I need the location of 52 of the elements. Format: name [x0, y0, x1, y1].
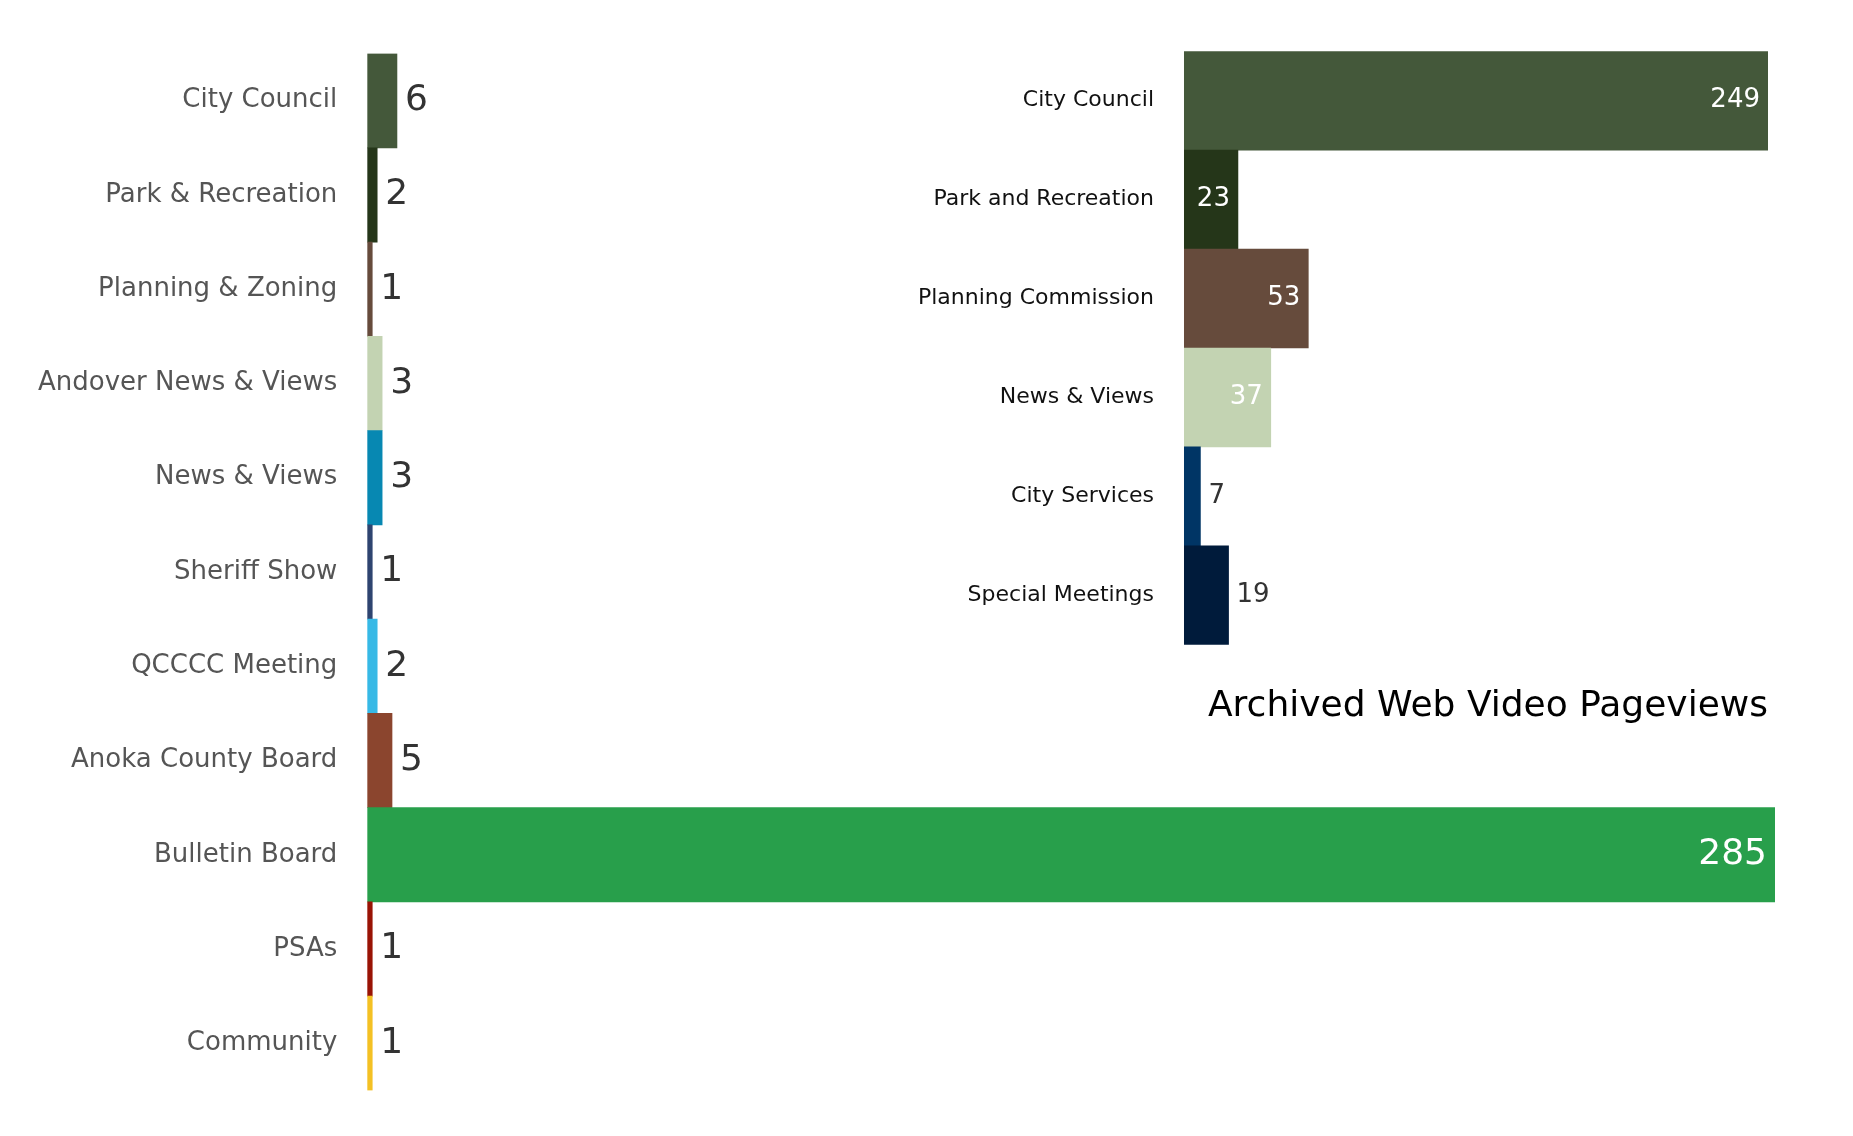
y-tick-label: Planning Commission	[918, 284, 1154, 310]
bar	[1183, 248, 1309, 349]
y-tick-label: News & Views	[999, 383, 1154, 409]
bar	[1183, 347, 1272, 448]
bar	[367, 241, 373, 337]
data-label: 7	[1208, 479, 1225, 510]
bar	[1183, 545, 1229, 645]
bar	[367, 995, 373, 1091]
bar	[367, 53, 398, 149]
y-tick-label: City Council	[182, 83, 338, 114]
data-label: 1	[380, 548, 404, 590]
y-tick-label: Special Meetings	[967, 581, 1154, 607]
y-tick-label: PSAs	[273, 931, 338, 962]
y-tick-label: News & Views	[155, 460, 338, 491]
bar	[367, 901, 373, 997]
bar	[367, 807, 1775, 903]
data-label: 1	[380, 1019, 404, 1061]
bar	[1183, 51, 1768, 151]
data-label: 6	[404, 77, 428, 119]
data-label: 23	[1196, 182, 1230, 213]
bar	[367, 524, 373, 620]
y-tick-label: Park and Recreation	[933, 185, 1154, 211]
data-label: 285	[1698, 831, 1767, 873]
data-label: 3	[390, 359, 414, 401]
y-tick-label: Anoka County Board	[71, 743, 338, 774]
bar	[367, 430, 383, 526]
data-label: 5	[400, 736, 423, 778]
bar	[367, 147, 378, 243]
y-tick-label: Planning & Zoning	[98, 271, 338, 302]
bar	[367, 713, 393, 808]
y-tick-label: Bulletin Board	[153, 837, 338, 868]
bar	[1183, 149, 1239, 250]
y-tick-label: City Services	[1011, 482, 1154, 508]
y-tick-label: City Council	[1022, 86, 1154, 112]
data-label: 249	[1710, 83, 1760, 114]
y-tick-label: Andover News & Views	[37, 366, 338, 397]
y-tick-label: Sheriff Show	[174, 554, 338, 585]
bar	[367, 336, 383, 431]
data-label: 53	[1267, 281, 1301, 312]
data-label: 2	[385, 171, 409, 213]
data-label: 37	[1229, 380, 1263, 411]
bar	[1183, 446, 1201, 547]
y-tick-label: QCCCC Meeting	[131, 649, 338, 679]
bar	[367, 618, 378, 714]
y-tick-label: Park & Recreation	[105, 177, 338, 208]
data-label: 1	[380, 925, 404, 967]
data-label: 2	[385, 642, 409, 684]
data-label: 3	[390, 454, 414, 496]
text: Archived Web Video Pageviews	[1207, 682, 1768, 724]
y-tick-label: Community	[186, 1026, 338, 1057]
data-label: 19	[1236, 578, 1270, 609]
data-label: 1	[380, 265, 404, 307]
